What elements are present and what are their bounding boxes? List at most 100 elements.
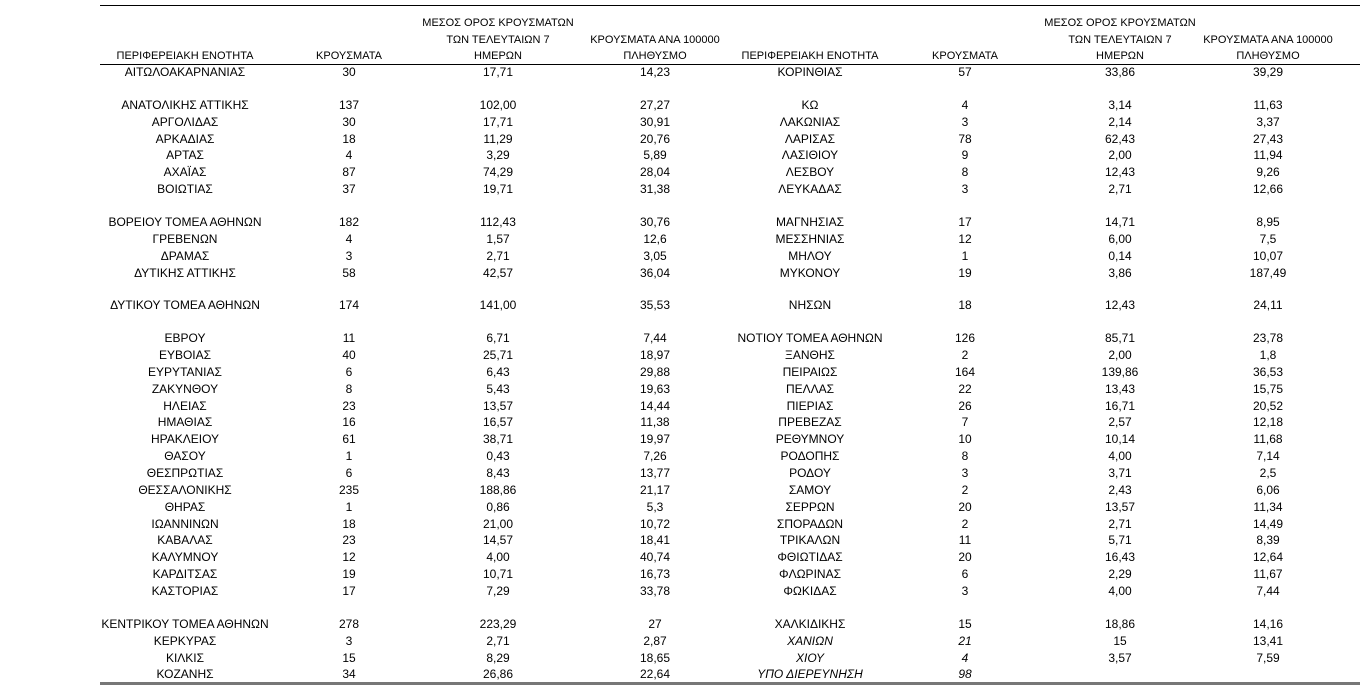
region-cell: ΛΑΣΙΘΙΟΥ [781,148,839,163]
value-cell: 14,71 [1104,214,1136,229]
value-cell: 8,29 [486,650,510,665]
value-cell: 2,71 [486,248,510,263]
region-cell: ΑΧΑΪΑΣ [163,165,207,180]
value-cell: 3,29 [486,148,510,163]
value-cell: 58 [342,265,356,280]
value-cell: 74,29 [482,165,514,180]
value-cell: 23,78 [1252,331,1284,346]
value-cell: 26 [958,398,972,413]
value-cell: 16 [342,415,356,430]
region-cell: ΤΡΙΚΑΛΩΝ [779,533,841,548]
region-cell: ΛΑΚΩΝΙΑΣ [779,114,841,129]
value-cell: 19 [958,265,972,280]
value-cell: 15,75 [1252,381,1284,396]
value-cell: 6 [345,364,353,379]
region-cell: ΕΥΡΥΤΑΝΙΑΣ [148,364,222,379]
region-cell: ΝΟΤΙΟΥ ΤΟΜΕΑ ΑΘΗΝΩΝ [737,331,883,346]
region-cell: ΣΕΡΡΩΝ [785,499,835,514]
region-cell: ΑΙΤΩΛΟΑΚΑΡΝΑΝΙΑΣ [124,65,246,79]
value-cell: 36,53 [1252,364,1284,379]
value-cell: 0,86 [486,499,510,514]
value-cell: 223,29 [479,616,517,631]
header-cell: ΗΜΕΡΩΝ [474,50,522,62]
region-cell: ΜΥΚΟΝΟΥ [779,265,841,280]
region-cell: ΔΡΑΜΑΣ [160,248,210,263]
header-rule [100,64,1360,65]
value-cell: 10,14 [1104,432,1136,447]
value-cell: 37 [342,182,356,197]
region-cell: ΛΑΡΙΣΑΣ [784,131,836,146]
value-cell: 20,52 [1252,398,1284,413]
value-cell: 20 [958,550,972,565]
region-cell: ΚΩ [801,97,819,112]
region-cell: ΚΟΖΑΝΗΣ [156,667,214,682]
value-cell: 2,71 [1108,182,1132,197]
value-cell: 13,41 [1252,633,1284,648]
region-cell: ΑΝΑΤΟΛΙΚΗΣ ΑΤΤΙΚΗΣ [121,97,249,112]
value-cell: 141,00 [479,298,517,313]
region-cell: ΗΜΑΘΙΑΣ [157,415,213,430]
region-cell: ΡΟΔΟΥ [789,466,831,480]
value-cell: 10,07 [1252,248,1284,263]
value-cell: 3 [961,583,969,598]
value-cell: 2,00 [1108,148,1132,163]
value-cell: 23 [342,533,356,548]
value-cell: 1 [345,499,353,514]
value-cell: 7,59 [1256,650,1280,665]
value-cell: 7,44 [643,331,667,346]
value-cell: 2,5 [1259,466,1277,480]
value-cell: 22,64 [639,667,671,682]
value-cell: 4 [961,97,969,112]
header-cell: ΤΩΝ ΤΕΛΕΥΤΑΙΩΝ 7 [446,33,550,46]
value-cell: 3 [345,248,353,263]
region-cell: ΧΑΝΙΩΝ [787,633,833,648]
value-cell: 12,64 [1252,550,1284,565]
region-cell: ΚΑΣΤΟΡΙΑΣ [151,583,219,598]
region-cell: ΜΗΛΟΥ [788,248,832,263]
region-cell: ΠΙΕΡΙΑΣ [786,398,834,413]
value-cell: 16,57 [482,415,514,430]
region-cell: ΦΘΙΩΤΙΔΑΣ [777,550,843,565]
value-cell: 22 [958,381,972,396]
value-cell: 1,8 [1259,348,1277,363]
region-cell: ΚΙΛΚΙΣ [165,650,205,665]
region-cell: ΔΥΤΙΚΟΥ ΤΟΜΕΑ ΑΘΗΝΩΝ [110,298,260,313]
value-cell: 17,71 [482,114,514,129]
value-cell: 112,43 [480,214,516,229]
region-cell: ΓΡΕΒΕΝΩΝ [152,231,218,246]
value-cell: 2,00 [1108,348,1132,363]
value-cell: 19,97 [639,432,671,447]
value-cell: 78 [958,131,972,146]
value-cell: 3,86 [1108,265,1132,280]
value-cell: 9,26 [1256,165,1280,180]
value-cell: 3,37 [1256,114,1280,129]
value-cell: 12,43 [1104,298,1136,313]
region-cell: ΚΕΡΚΥΡΑΣ [153,633,217,648]
value-cell: 20,76 [639,131,671,146]
value-cell: 30 [342,114,356,129]
value-cell: 17 [342,583,356,598]
region-cell: ΘΕΣΠΡΩΤΙΑΣ [146,466,224,480]
value-cell: 85,71 [1104,331,1136,346]
value-cell: 11 [342,331,356,346]
value-cell: 12,6 [643,231,667,246]
value-cell: 3,05 [643,248,667,263]
region-cell: ΦΛΩΡΙΝΑΣ [779,567,841,582]
region-cell: ΦΩΚΙΔΑΣ [783,583,837,598]
value-cell: 12,66 [1252,182,1284,197]
region-cell: ΣΑΜΟΥ [788,482,832,497]
region-cell: ΒΟΡΕΙΟΥ ΤΟΜΕΑ ΑΘΗΝΩΝ [108,214,262,229]
value-cell: 19,71 [482,182,514,197]
header-cell: ΜΕΣΟΣ ΟΡΟΣ ΚΡΟΥΣΜΑΤΩΝ [422,17,574,29]
value-cell: 30,76 [639,214,671,229]
value-cell: 34 [342,667,356,682]
value-cell: 23 [342,398,356,413]
region-cell: ΛΕΥΚΑΔΑΣ [778,182,842,197]
value-cell: 15 [342,650,356,665]
value-cell: 10,71 [482,567,514,582]
value-cell: 14,49 [1252,516,1284,531]
value-cell: 20 [958,499,972,514]
value-cell: 30,91 [639,114,671,129]
value-cell: 2,71 [486,633,510,648]
